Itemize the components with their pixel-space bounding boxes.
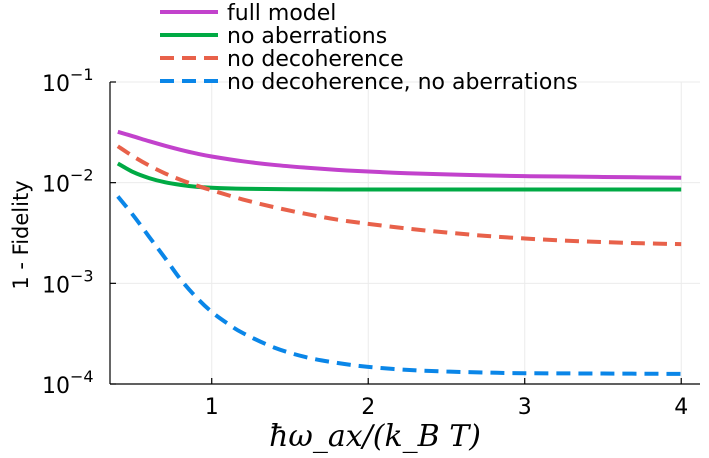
series-line-full-model (117, 129, 682, 180)
x-axis-label-text: ħω_ax/(k_B T) (269, 419, 481, 454)
legend-label-full-model: full model (227, 1, 336, 26)
y-tick-label-exponent: −2 (70, 166, 94, 185)
x-tick-label: 2 (361, 395, 375, 420)
y-tick-label: 10−1 (42, 65, 94, 97)
x-tick-label: 4 (674, 395, 688, 420)
y-tick-label-base: 10 (42, 72, 70, 97)
series-line-no-decoherence-no-aberrations (116, 195, 682, 376)
series-line-no-aberrations (116, 161, 682, 192)
y-tick-label: 10−4 (42, 367, 94, 399)
y-tick-label-exponent: −3 (70, 266, 94, 285)
y-tick-label: 10−2 (42, 166, 94, 198)
legend-label-no-aberrations: no aberrations (227, 24, 387, 49)
axis-layer: 1 2 3 410−110−210−310−4 (42, 65, 700, 420)
x-tick-label: 1 (205, 395, 219, 420)
x-axis-label: ħω_ax/(k_B T) (269, 419, 481, 454)
y-tick-label-base: 10 (42, 374, 70, 399)
grid-layer (110, 81, 700, 385)
legend-label-no-decoherence: no decoherence (227, 47, 404, 72)
x-tick-label: 3 (518, 395, 532, 420)
y-tick-label-exponent: −1 (70, 65, 94, 84)
y-tick-label-base: 10 (42, 273, 70, 298)
y-tick-label-base: 10 (42, 173, 70, 198)
y-tick-label-exponent: −4 (70, 367, 94, 386)
y-axis-label-text: 1 - Fidelity (9, 180, 33, 289)
series-layer (116, 129, 682, 376)
y-axis-label: 1 - Fidelity (9, 180, 33, 289)
legend-label-no-decoherence-no-aberrations: no decoherence, no aberrations (227, 70, 578, 95)
series-line-no-decoherence (116, 144, 682, 247)
y-tick-label: 10−3 (42, 266, 94, 298)
